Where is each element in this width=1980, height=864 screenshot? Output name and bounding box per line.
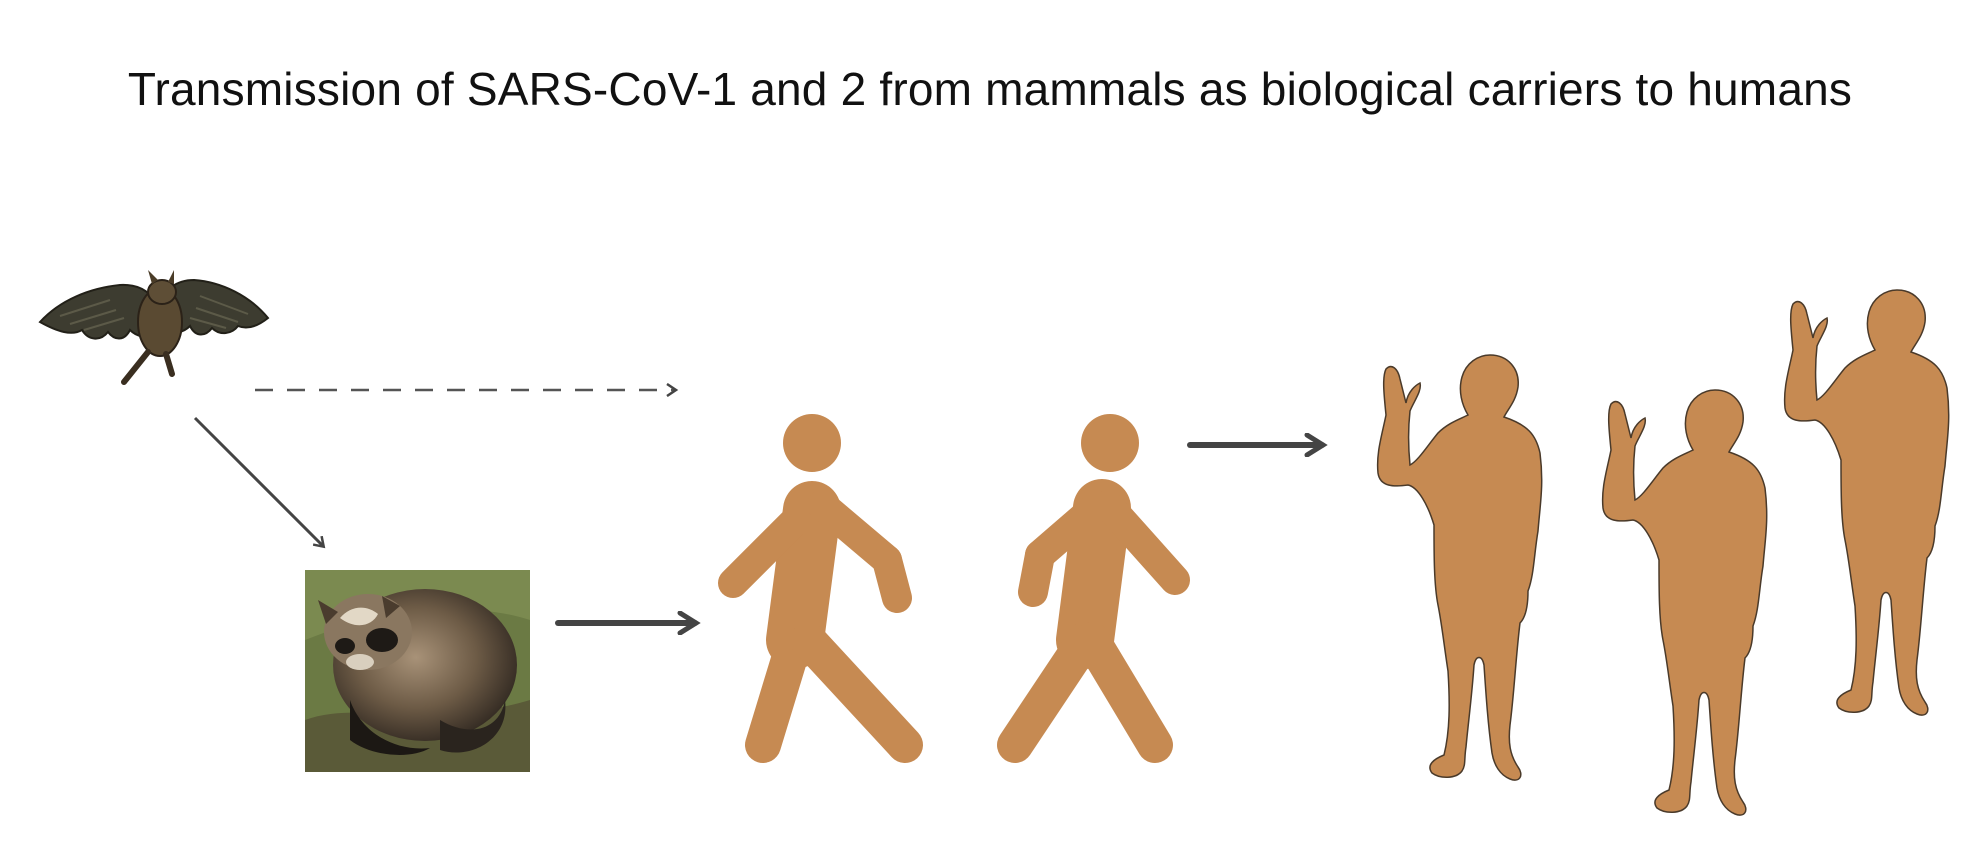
bat-image <box>38 270 270 385</box>
arrow-bat-to-raccoon-dog <box>193 416 323 546</box>
diagram-title: Transmission of SARS-CoV-1 and 2 from ma… <box>127 63 1853 115</box>
raccoon-dog-photo <box>305 570 530 772</box>
waving-person-silhouette <box>1376 354 1543 781</box>
waving-person-silhouette <box>1601 389 1768 816</box>
waving-person-silhouette <box>1783 289 1950 716</box>
walking-person-icon <box>997 414 1190 763</box>
walking-person-icon <box>718 414 923 763</box>
